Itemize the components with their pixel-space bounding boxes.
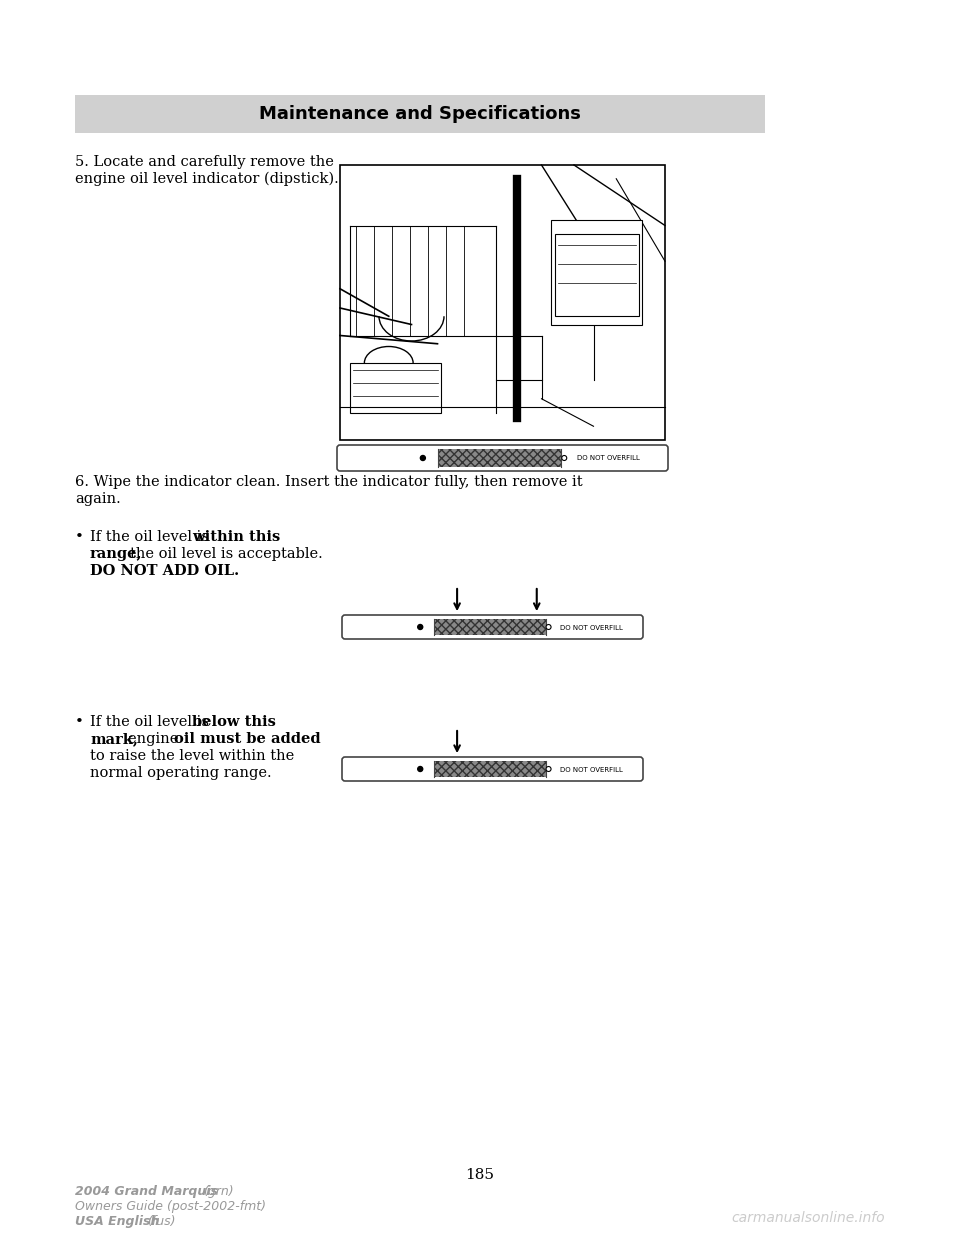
Text: engine oil level indicator (dipstick).: engine oil level indicator (dipstick). — [75, 171, 339, 186]
Text: •: • — [75, 530, 84, 544]
Text: to raise the level within the: to raise the level within the — [90, 749, 295, 763]
Circle shape — [418, 766, 422, 771]
Text: within this: within this — [192, 530, 280, 544]
Text: carmanualsonline.info: carmanualsonline.info — [732, 1211, 885, 1225]
Text: 5. Locate and carefully remove the: 5. Locate and carefully remove the — [75, 155, 334, 169]
Text: •: • — [75, 715, 84, 729]
Text: below this: below this — [192, 715, 276, 729]
Text: oil must be added: oil must be added — [174, 732, 321, 746]
Text: If the oil level is: If the oil level is — [90, 530, 214, 544]
Text: (grn): (grn) — [203, 1185, 233, 1199]
Bar — [349, 363, 441, 412]
Bar — [555, 233, 639, 317]
Bar — [340, 165, 665, 440]
Text: engine: engine — [128, 732, 183, 746]
Text: (fus): (fus) — [147, 1215, 176, 1228]
Text: 185: 185 — [466, 1167, 494, 1182]
Text: the oil level is acceptable.: the oil level is acceptable. — [130, 546, 323, 561]
Text: Owners Guide (post-2002-fmt): Owners Guide (post-2002-fmt) — [75, 1200, 266, 1213]
Bar — [438, 450, 561, 467]
Text: range,: range, — [90, 546, 142, 561]
Circle shape — [418, 625, 422, 630]
Text: USA English: USA English — [75, 1215, 164, 1228]
Bar — [434, 761, 545, 777]
Text: normal operating range.: normal operating range. — [90, 766, 272, 780]
Text: again.: again. — [75, 492, 121, 505]
Bar — [340, 165, 665, 440]
FancyBboxPatch shape — [342, 615, 643, 638]
Bar — [551, 220, 642, 324]
Text: DO NOT OVERFILL: DO NOT OVERFILL — [561, 766, 623, 773]
Circle shape — [546, 766, 551, 771]
Circle shape — [546, 625, 551, 630]
Text: DO NOT ADD OIL.: DO NOT ADD OIL. — [90, 564, 239, 578]
Text: 6. Wipe the indicator clean. Insert the indicator fully, then remove it: 6. Wipe the indicator clean. Insert the … — [75, 474, 583, 489]
FancyBboxPatch shape — [337, 445, 668, 471]
Bar — [75, 94, 765, 133]
Text: mark,: mark, — [90, 732, 138, 746]
Text: Maintenance and Specifications: Maintenance and Specifications — [259, 106, 581, 123]
Bar — [434, 619, 545, 635]
Text: DO NOT OVERFILL: DO NOT OVERFILL — [577, 456, 640, 462]
Text: DO NOT OVERFILL: DO NOT OVERFILL — [561, 625, 623, 631]
FancyBboxPatch shape — [342, 758, 643, 781]
Circle shape — [420, 456, 425, 461]
Text: 2004 Grand Marquis: 2004 Grand Marquis — [75, 1185, 223, 1199]
Circle shape — [562, 456, 566, 461]
Text: If the oil level is: If the oil level is — [90, 715, 214, 729]
